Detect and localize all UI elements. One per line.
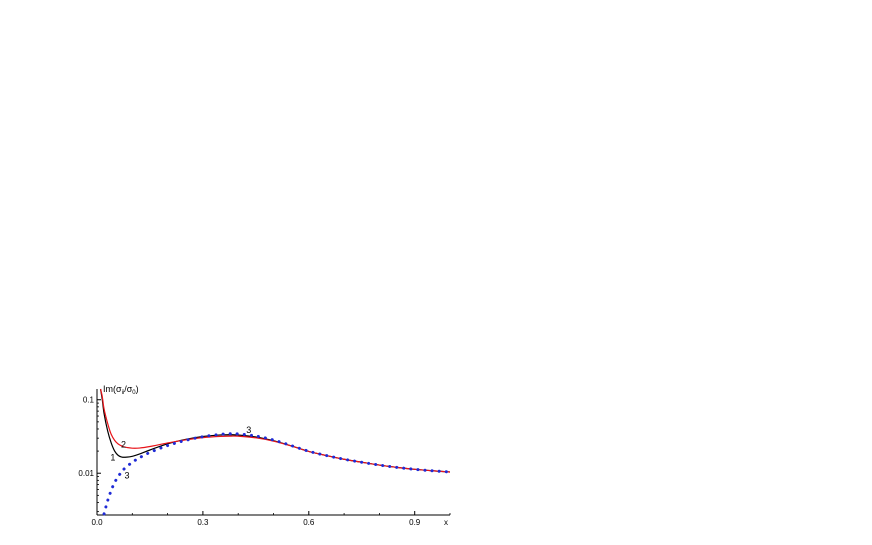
curve-label-1: 2 (121, 439, 126, 449)
x-tick-label-1: 0.3 (197, 518, 209, 527)
y-axis-label-sub1: ii (122, 390, 125, 396)
curve-label-0: 1 (110, 453, 115, 463)
x-axis-label: x (444, 518, 448, 527)
y-axis-label-base: Im(σ (103, 384, 122, 394)
series-3-line (102, 432, 452, 516)
x-tick-label-0: 0.0 (91, 518, 103, 527)
y-axis-label-sub2: 0 (132, 390, 136, 396)
series-1-line (99, 388, 451, 473)
x-tick-label-3: 0.9 (409, 518, 421, 527)
curve-label-2: 3 (124, 470, 129, 480)
y-axis-label: Im(σii/σ0) (103, 384, 139, 396)
y-ticks: 0.1 0.01 (78, 396, 101, 513)
y-tick-label-0: 0.1 (83, 396, 95, 405)
series-2-line (99, 388, 451, 473)
y-axis-label-mid: /σ (124, 384, 133, 394)
y-axis-label-end: ) (136, 384, 139, 394)
axes (96, 389, 450, 516)
x-ticks: 0.0 0.3 0.6 0.9 (91, 511, 451, 527)
annotation-layer: 12 3 3 (110, 425, 251, 481)
curve-label-3: 3 (246, 425, 251, 435)
series-layer (99, 388, 452, 516)
y-tick-label-1: 0.01 (78, 469, 94, 478)
x-tick-label-2: 0.6 (303, 518, 315, 527)
